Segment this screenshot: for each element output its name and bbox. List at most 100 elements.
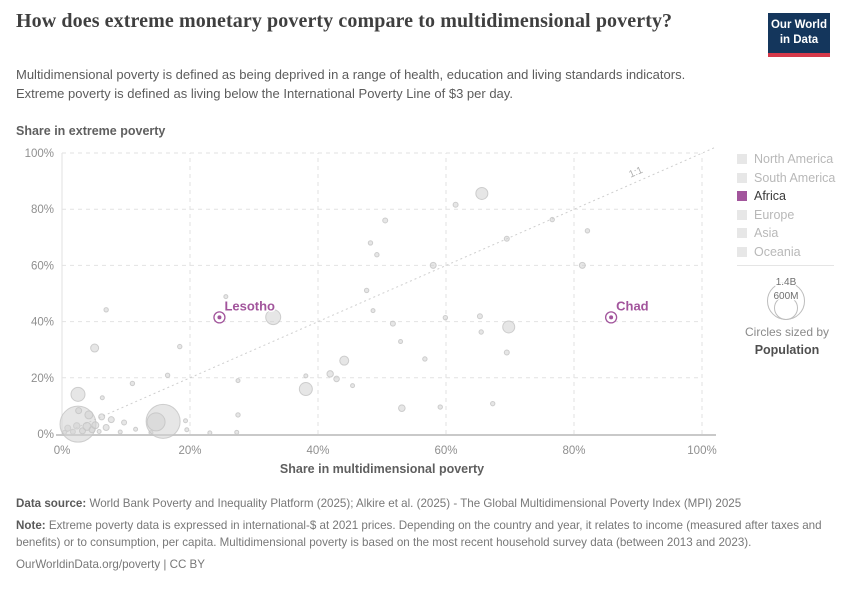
data-point[interactable] <box>398 339 404 345</box>
data-point[interactable] <box>99 395 105 401</box>
data-point[interactable] <box>184 427 190 433</box>
data-point[interactable] <box>367 240 374 246</box>
data-point[interactable] <box>476 313 483 320</box>
legend-swatch <box>737 154 747 165</box>
x-tick-label: 100% <box>687 445 716 457</box>
subtitle-line2: Extreme poverty is defined as living bel… <box>16 85 513 101</box>
data-point[interactable] <box>389 320 396 327</box>
note-text: Extreme poverty data is expressed in int… <box>16 519 822 549</box>
country-label-chad[interactable]: Chad <box>615 297 651 315</box>
data-point[interactable] <box>363 287 370 294</box>
data-point[interactable] <box>75 407 83 415</box>
legend-swatch <box>737 191 747 202</box>
data-point[interactable] <box>98 413 106 421</box>
data-point[interactable] <box>133 426 139 432</box>
legend-item-oceania[interactable]: Oceania <box>737 243 842 262</box>
chart-subtitle: Multidimensional poverty is defined as b… <box>16 66 806 104</box>
y-axis-title: Share in extreme poverty <box>16 124 166 138</box>
data-point[interactable] <box>333 375 340 383</box>
legend-label: Europe <box>754 207 795 222</box>
x-tick-label: 60% <box>434 445 457 457</box>
continent-legend: North America South America Africa Europe As… <box>737 150 842 261</box>
data-point[interactable] <box>177 343 183 350</box>
data-point[interactable] <box>503 349 510 356</box>
x-tick-label: 40% <box>306 445 329 457</box>
data-point[interactable] <box>584 228 591 234</box>
subtitle-line1: Multidimensional poverty is defined as b… <box>16 67 686 82</box>
legend-item-asia[interactable]: Asia <box>737 224 842 243</box>
legend-label: Asia <box>754 226 779 241</box>
data-point[interactable] <box>326 370 334 378</box>
legend-item-africa[interactable]: Africa <box>737 187 842 206</box>
legend-swatch <box>737 246 747 257</box>
legend-label: North America <box>754 152 834 167</box>
data-point[interactable] <box>265 309 282 326</box>
data-point[interactable] <box>207 430 213 436</box>
highlight-dot-lesotho[interactable] <box>217 315 222 320</box>
legend-swatch <box>737 172 747 183</box>
data-point[interactable] <box>298 382 313 397</box>
scatter-plot: Share in multidimensional poverty 0%0% 20… <box>25 146 717 476</box>
legend-label: Oceania <box>754 244 801 259</box>
owid-link[interactable]: OurWorldinData.org/poverty | CC BY <box>16 558 206 572</box>
y-tick-label: 80% <box>31 204 54 216</box>
data-point[interactable] <box>502 320 516 334</box>
owid-logo: Our World in Data <box>768 13 830 57</box>
data-point[interactable] <box>235 412 241 418</box>
legend-item-south-america[interactable]: South America <box>737 169 842 188</box>
data-point[interactable] <box>129 380 136 387</box>
data-point[interactable] <box>429 261 437 269</box>
size-legend-outer-label: 1.4B <box>776 277 797 288</box>
country-label-lesotho[interactable]: Lesotho <box>223 297 277 315</box>
population-size-legend: 1.4B 600M <box>767 276 805 320</box>
y-tick-label: 100% <box>25 148 54 160</box>
data-point[interactable] <box>503 235 510 242</box>
data-point[interactable] <box>107 416 115 424</box>
data-point[interactable] <box>370 308 376 314</box>
data-point[interactable] <box>374 252 380 258</box>
data-point[interactable] <box>339 355 350 366</box>
page-title: How does extreme monetary poverty compar… <box>16 10 673 32</box>
y-tick-label: 40% <box>31 317 54 329</box>
one-to-one-line <box>61 146 717 435</box>
data-point[interactable] <box>437 404 443 410</box>
data-point[interactable] <box>475 186 489 200</box>
data-point[interactable] <box>96 428 102 434</box>
data-point[interactable] <box>398 404 406 412</box>
data-point[interactable] <box>70 386 86 402</box>
data-point[interactable] <box>90 343 100 353</box>
y-tick-label: 0% <box>37 429 54 441</box>
data-point[interactable] <box>234 429 240 435</box>
data-point[interactable] <box>452 201 459 208</box>
data-point[interactable] <box>164 372 171 378</box>
data-point[interactable] <box>84 410 94 420</box>
data-point[interactable] <box>490 400 496 407</box>
y-tick-label: 20% <box>31 373 54 385</box>
data-point[interactable] <box>103 307 109 313</box>
highlight-dot-chad[interactable] <box>609 315 614 320</box>
data-point[interactable] <box>382 217 389 224</box>
data-source-line: Data source: World Bank Poverty and Ineq… <box>16 496 836 512</box>
legend-item-europe[interactable]: Europe <box>737 206 842 225</box>
data-point[interactable] <box>303 373 309 379</box>
data-point[interactable] <box>223 294 229 300</box>
x-tick-label: 20% <box>178 445 201 457</box>
legend-item-north-america[interactable]: North America <box>737 150 842 169</box>
data-point[interactable] <box>350 383 356 389</box>
data-point[interactable] <box>183 418 189 424</box>
data-point[interactable] <box>442 314 449 321</box>
data-point[interactable] <box>235 378 241 384</box>
data-point[interactable] <box>549 216 555 223</box>
data-point[interactable] <box>102 424 110 432</box>
legend-swatch <box>737 209 747 220</box>
legend-label: Africa <box>754 189 786 204</box>
data-point[interactable] <box>422 356 428 362</box>
data-point[interactable] <box>117 429 123 435</box>
data-point[interactable] <box>91 421 100 430</box>
data-point[interactable] <box>578 261 586 269</box>
data-point[interactable] <box>478 329 484 335</box>
y-tick-label: 60% <box>31 260 54 272</box>
data-point[interactable] <box>121 419 128 426</box>
data-point[interactable] <box>146 412 166 432</box>
